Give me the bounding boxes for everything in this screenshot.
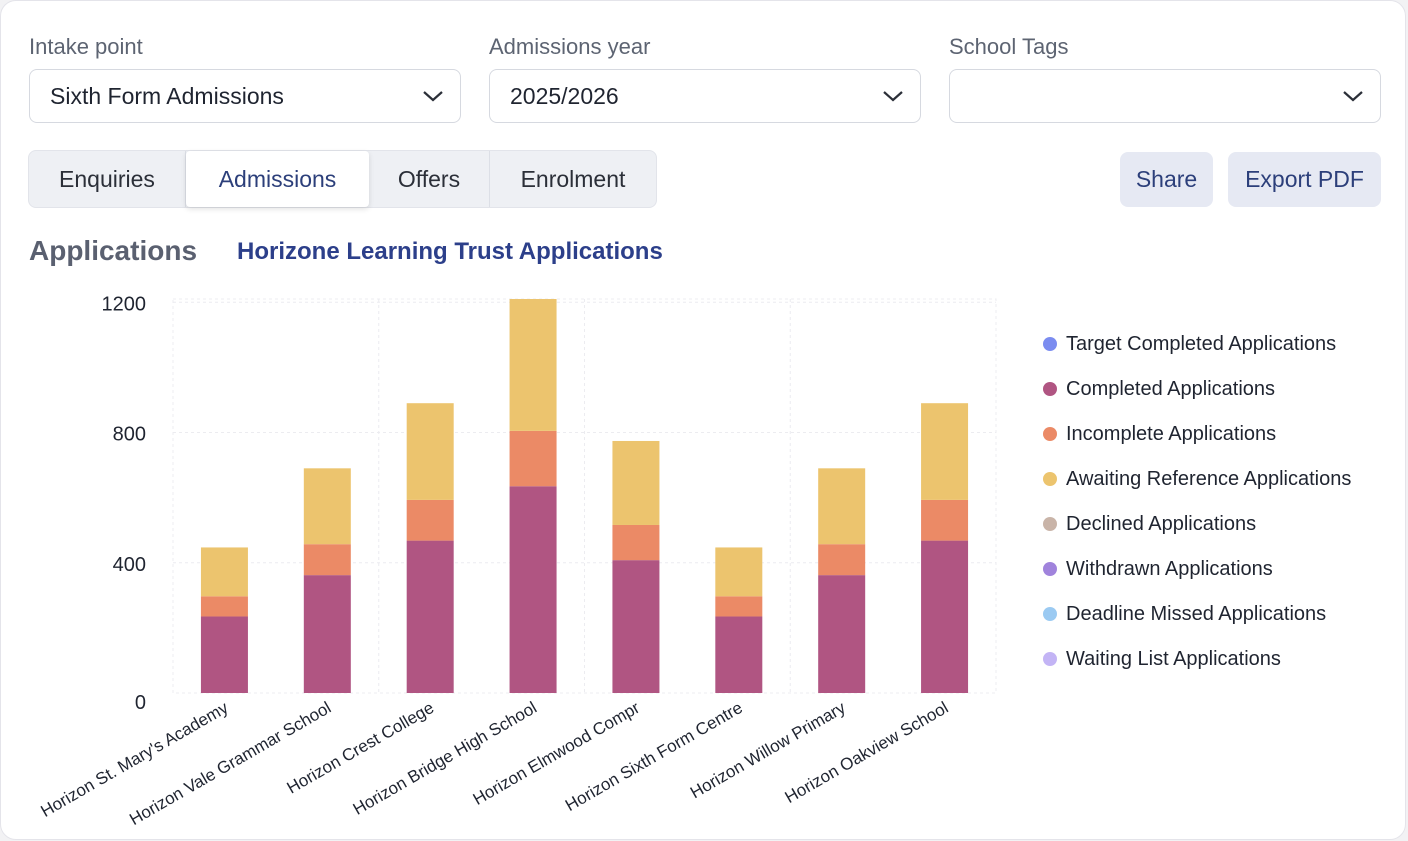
legend-item[interactable]: Deadline Missed Applications <box>1043 600 1351 645</box>
export-pdf-button[interactable]: Export PDF <box>1228 152 1381 207</box>
bar-segment <box>303 544 351 576</box>
y-tick-label: 800 <box>113 424 146 446</box>
intake-point-label: Intake point <box>29 34 143 59</box>
admissions-year-label: Admissions year <box>489 34 651 59</box>
view-tabs: Enquiries Admissions Offers Enrolment <box>28 150 657 208</box>
legend-color-dot <box>1043 562 1057 576</box>
bar-segment <box>406 499 454 541</box>
school-tags-field: School Tags <box>949 33 1381 123</box>
legend-label: Awaiting Reference Applications <box>1066 468 1352 490</box>
y-tick-label: 1200 <box>102 293 147 315</box>
legend-label: Declined Applications <box>1066 513 1257 535</box>
bar-segment <box>818 544 866 576</box>
bar-segment <box>715 547 763 597</box>
legend-item[interactable]: Withdrawn Applications <box>1043 555 1351 600</box>
bar-segment <box>303 575 351 693</box>
legend-item[interactable]: Target Completed Applications <box>1043 330 1351 375</box>
school-tags-select[interactable] <box>949 69 1381 123</box>
share-button[interactable]: Share <box>1120 152 1213 207</box>
bar-segment <box>200 547 248 597</box>
bar-segment <box>509 299 557 431</box>
bar-segment <box>200 616 248 693</box>
chart-legend: Target Completed Applications Completed A… <box>1043 330 1351 690</box>
bar-segment <box>921 540 969 693</box>
legend-label: Completed Applications <box>1066 378 1276 400</box>
bar-segment <box>818 468 866 545</box>
bar-segment <box>406 540 454 693</box>
chevron-down-icon <box>423 91 443 102</box>
legend-label: Waiting List Applications <box>1066 648 1281 670</box>
legend-color-dot <box>1043 427 1057 441</box>
legend-item[interactable]: Waiting List Applications <box>1043 645 1351 690</box>
admissions-year-field: Admissions year 2025/2026 <box>489 33 921 123</box>
legend-color-dot <box>1043 382 1057 396</box>
y-tick-label: 400 <box>113 554 146 576</box>
bar-segment <box>921 403 969 500</box>
bar-segment <box>612 524 660 561</box>
bar-segment <box>612 560 660 693</box>
legend-color-dot <box>1043 337 1057 351</box>
legend-color-dot <box>1043 517 1057 531</box>
legend-item[interactable]: Declined Applications <box>1043 510 1351 555</box>
x-tick-label: Horizon Sixth Form Centre <box>562 698 746 815</box>
intake-point-select[interactable]: Sixth Form Admissions <box>29 69 461 123</box>
legend-label: Incomplete Applications <box>1066 423 1277 445</box>
bar-segment <box>818 575 866 693</box>
section-title: Applications <box>29 235 198 266</box>
x-tick-label: Horizon Elmwood Compr <box>470 698 643 809</box>
admissions-year-value: 2025/2026 <box>510 83 619 109</box>
legend-item[interactable]: Completed Applications <box>1043 375 1351 420</box>
legend-color-dot <box>1043 472 1057 486</box>
chevron-down-icon <box>1343 91 1363 102</box>
tab-offers[interactable]: Offers <box>369 151 490 207</box>
x-tick-label: Horizon Bridge High School <box>350 698 540 819</box>
chevron-down-icon <box>883 91 903 102</box>
bar-segment <box>509 486 557 693</box>
x-tick-label: Horizon Oakview School <box>782 698 952 807</box>
legend-item[interactable]: Incomplete Applications <box>1043 420 1351 465</box>
bar-segment <box>612 440 660 525</box>
x-tick-label: Horizon Vale Grammar School <box>126 698 334 829</box>
legend-label: Target Completed Applications <box>1066 333 1337 355</box>
bar-segment <box>406 403 454 500</box>
x-tick-label: Horizon St. Mary's Academy <box>37 698 231 821</box>
tab-enquiries[interactable]: Enquiries <box>29 151 186 207</box>
intake-point-value: Sixth Form Admissions <box>50 83 284 109</box>
legend-color-dot <box>1043 607 1057 621</box>
trust-applications-link[interactable]: Horizone Learning Trust Applications <box>237 238 663 265</box>
tab-admissions[interactable]: Admissions <box>186 151 369 207</box>
plot-frame <box>172 298 997 694</box>
y-tick-label: 0 <box>135 692 146 714</box>
legend-label: Withdrawn Applications <box>1066 558 1273 580</box>
tab-enrolment[interactable]: Enrolment <box>520 166 626 192</box>
admissions-year-select[interactable]: 2025/2026 <box>489 69 921 123</box>
bar-segment <box>715 616 763 693</box>
legend-label: Deadline Missed Applications <box>1066 603 1327 625</box>
bar-segment <box>921 499 969 541</box>
bar-segment <box>200 596 248 617</box>
school-tags-label: School Tags <box>949 34 1069 59</box>
bar-segment <box>509 430 557 487</box>
bar-segment <box>715 596 763 617</box>
legend-color-dot <box>1043 652 1057 666</box>
legend-item[interactable]: Awaiting Reference Applications <box>1043 465 1351 510</box>
bar-segment <box>303 468 351 545</box>
intake-point-field: Intake point Sixth Form Admissions <box>29 33 461 123</box>
